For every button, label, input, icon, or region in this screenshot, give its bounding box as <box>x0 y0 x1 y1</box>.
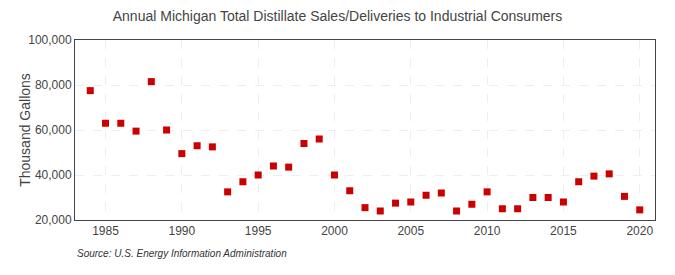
svg-text:2010: 2010 <box>474 224 501 238</box>
svg-text:80,000: 80,000 <box>35 78 72 92</box>
svg-text:60,000: 60,000 <box>35 123 72 137</box>
svg-text:Annual Michigan Total Distilla: Annual Michigan Total Distillate Sales/D… <box>113 8 563 24</box>
svg-text:2020: 2020 <box>626 224 653 238</box>
svg-text:2005: 2005 <box>397 224 424 238</box>
svg-text:100,000: 100,000 <box>28 33 72 47</box>
svg-text:Source: U.S. Energy Informatio: Source: U.S. Energy Information Administ… <box>77 248 287 259</box>
svg-text:2000: 2000 <box>321 224 348 238</box>
svg-text:40,000: 40,000 <box>35 168 72 182</box>
svg-text:1985: 1985 <box>92 224 119 238</box>
svg-text:Thousand Gallons: Thousand Gallons <box>17 73 33 187</box>
svg-text:20,000: 20,000 <box>35 213 72 227</box>
svg-text:1990: 1990 <box>168 224 195 238</box>
svg-text:1995: 1995 <box>245 224 272 238</box>
svg-text:2015: 2015 <box>550 224 577 238</box>
